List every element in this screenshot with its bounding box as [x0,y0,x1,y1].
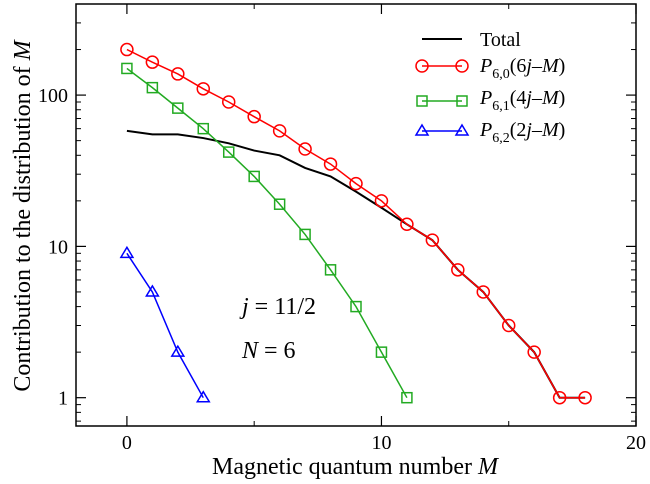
data-point-square [324,264,337,276]
data-point-square [172,102,184,114]
series-layer [119,42,592,405]
data-point-circle [374,194,389,208]
legend-label-p60: P6,0(6j–M) [479,55,565,82]
legend-entry-p60: P6,0(6j–M) [415,55,565,82]
data-point-circle [501,318,516,333]
legend-label-total: Total [480,29,521,51]
data-point-square [146,81,159,94]
legend-label-p61: P6,1(4j–M) [479,87,565,114]
data-point-circle [145,55,160,69]
legend-marker-circle [455,59,469,73]
series-line [126,129,586,399]
plot-frame [75,3,637,427]
data-point-circle [171,67,185,81]
series-line [126,252,204,399]
legend-marker-circle [415,59,429,73]
data-point-circle [196,82,211,96]
legend-marker-triangle [454,123,470,136]
plot-area [75,3,637,427]
legend-marker-triangle [414,123,430,136]
x-tick-label: 0 [122,432,132,454]
data-point-circle [120,42,134,57]
data-point-square [197,122,210,135]
annotation-j: j = 11/2 [239,294,316,320]
y-tick-label: 100 [38,85,68,107]
series-0 [126,129,586,399]
legend: Total P6,0(6j–M) P6,1(4j–M) P6,2(2j [414,29,565,146]
data-point-circle [272,124,287,138]
data-point-square [401,391,413,404]
series-1 [120,42,592,405]
legend-marker-square [416,95,428,107]
data-point-circle [451,263,465,277]
data-point-circle [578,390,592,405]
data-point-circle [400,217,414,232]
x-tick-label: 10 [371,432,391,454]
series-line [126,48,586,399]
series-2 [121,62,413,404]
legend-marker-square [456,95,468,107]
data-point-square [222,146,235,158]
data-point-circle [221,95,236,109]
data-point-circle [349,176,363,191]
y-tick-label: 10 [48,236,68,258]
y-axis-label: Contribution to the distribution of M [10,38,36,391]
series-3 [119,245,211,403]
data-point-square [375,346,388,358]
data-point-triangle [119,245,135,259]
data-point-circle [323,157,338,171]
data-point-square [248,170,260,183]
data-point-circle [298,142,312,156]
y-tick-label: 1 [58,388,68,410]
x-axis-label: Magnetic quantum number M [212,454,500,480]
data-point-circle [552,390,567,405]
data-point-circle [247,109,261,124]
legend-entry-p62: P6,2(2j–M) [414,119,565,146]
data-point-square [121,62,133,75]
series-line [126,67,408,399]
data-point-square [299,228,311,241]
data-point-triangle [170,344,186,357]
legend-label-p62: P6,2(2j–M) [479,119,565,146]
x-tick-label: 20 [626,432,646,454]
data-point-circle [527,345,541,359]
annotation-n: N = 6 [241,338,296,364]
data-point-circle [425,233,440,247]
data-point-circle [476,285,491,299]
data-point-triangle [195,390,211,403]
axes-layer: 0 10 20 1 10 100 [38,3,646,454]
data-point-square [350,300,362,313]
legend-entry-p61: P6,1(4j–M) [416,87,565,114]
data-point-triangle [145,284,160,297]
data-point-square [273,198,286,210]
